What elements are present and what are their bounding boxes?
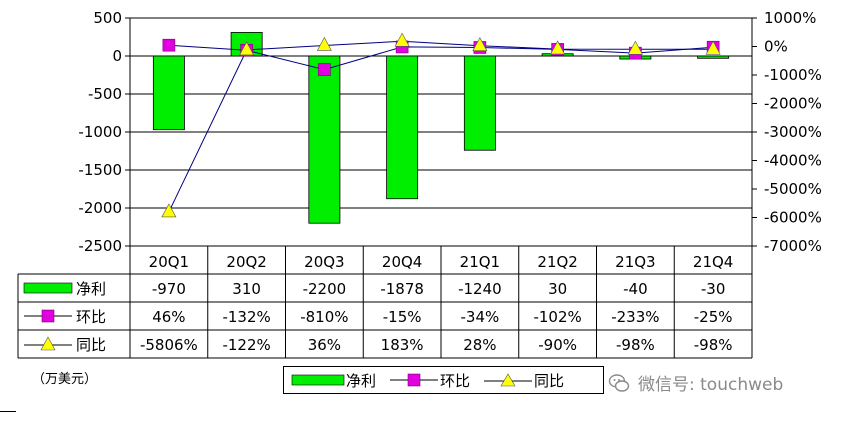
table-row-name: 同比 [76,336,106,354]
legend-label-qoq: 环比 [440,371,471,390]
table-row-name: 环比 [76,308,106,326]
table-cell: -1240 [458,280,502,298]
table-cell: -34% [460,308,499,326]
table-cell: -810% [300,308,348,326]
table-key-bar [23,282,73,294]
left-tick-label: -2000 [78,199,122,217]
yoy-point-21Q2 [550,40,566,55]
left-tick-label: 0 [112,47,122,65]
table-cell: -1878 [380,280,424,298]
left-tick-label: 500 [93,9,122,27]
qoq-point-20Q1 [162,38,176,52]
right-tick-label: -3000% [764,123,822,141]
left-tick-label: -2500 [78,237,122,255]
legend-square-swatch [390,373,439,387]
table-cell: -2200 [303,280,347,298]
legend-triangle-swatch [484,373,533,387]
legend: 净利 环比 同比 [283,366,604,394]
table-cell: -98% [694,336,733,354]
table-cell: -132% [222,308,270,326]
wechat-icon [608,373,630,392]
yoy-point-20Q1 [161,203,177,218]
x-category-label: 21Q4 [693,253,733,271]
line-yoy [168,40,714,213]
watermark-text: 微信号: touchweb [638,375,784,395]
legend-item-yoy: 同比 [482,370,564,391]
table-cell: -98% [616,336,655,354]
table-cell: -90% [538,336,577,354]
right-tick-label: -2000% [764,95,822,113]
table-cell: -30 [701,280,726,298]
left-tick-label: -500 [88,85,122,103]
legend-label-yoy: 同比 [534,371,565,390]
right-tick-label: 1000% [764,9,816,27]
x-category-label: 20Q2 [226,253,266,271]
legend-label-net-profit: 净利 [346,371,377,390]
qoq-point-20Q3 [318,63,331,76]
yoy-point-21Q1 [472,37,488,52]
yoy-point-20Q3 [316,36,332,51]
table-cell: -233% [611,308,659,326]
table-cell: 310 [232,280,261,298]
x-category-label: 21Q3 [615,253,655,271]
x-category-label: 20Q3 [304,253,344,271]
table-cell: -5806% [140,336,198,354]
legend-item-qoq: 环比 [388,370,470,391]
x-category-label: 21Q2 [537,253,577,271]
right-tick-label: -6000% [764,209,822,227]
x-category-label: 21Q1 [460,253,500,271]
legend-bar-swatch [291,374,345,386]
left-tick-label: -1000 [78,123,122,141]
unit-label: （万美元） [32,372,98,387]
bar-20Q4 [386,55,419,200]
watermark: 微信号: touchweb [608,370,783,395]
right-tick-label: -1000% [764,66,822,84]
table-cell: -102% [533,308,581,326]
x-category-label: 20Q1 [149,253,189,271]
table-cell: -970 [152,280,186,298]
table-cell: 46% [152,308,185,326]
yoy-point-20Q4 [394,32,410,47]
line-qoq [168,44,714,71]
right-tick-label: -7000% [764,237,822,255]
right-tick-label: -5000% [764,180,822,198]
table-cell: 28% [463,336,496,354]
table-cell: 30 [548,280,567,298]
table-cell: -25% [694,308,733,326]
bar-20Q1 [152,55,185,131]
table-row-name: 净利 [76,280,106,298]
bar-21Q1 [463,55,496,151]
corner-line [0,411,16,412]
yoy-point-21Q4 [705,40,721,55]
left-tick-label: -1500 [78,161,122,179]
right-tick-label: 0% [764,38,788,56]
yoy-point-21Q3 [627,40,643,55]
table-cell: -15% [383,308,422,326]
table-key-square [41,309,55,323]
right-tick-label: -4000% [764,152,822,170]
table-cell: -40 [623,280,648,298]
table-key-triangle [40,336,56,351]
x-category-label: 20Q4 [382,253,422,271]
bar-21Q4 [697,55,730,59]
table-cell: 36% [308,336,341,354]
bar-20Q3 [308,55,341,224]
legend-item-net-profit: 净利 [290,370,376,391]
yoy-point-20Q2 [239,41,255,56]
table-cell: 183% [381,336,424,354]
table-cell: -122% [222,336,270,354]
